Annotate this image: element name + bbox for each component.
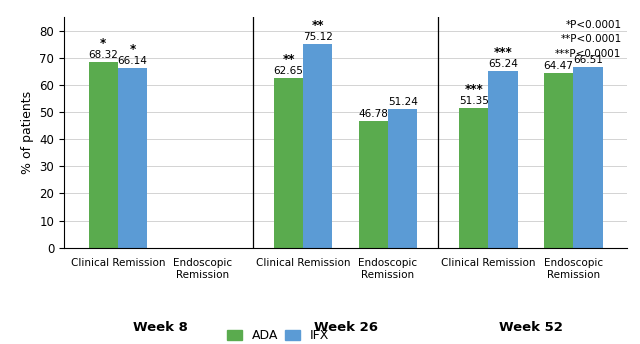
Text: Week 8: Week 8 [133,321,188,334]
Bar [459,108,488,248]
Text: *: * [100,37,106,50]
Text: Week 26: Week 26 [314,321,378,334]
Bar [488,71,518,248]
Bar [89,62,118,248]
Legend: ADA, IFX: ADA, IFX [222,324,334,344]
Text: *: * [129,43,136,56]
Bar [118,68,147,248]
Bar [303,44,333,248]
Text: ***: *** [464,83,483,96]
Text: **: ** [282,53,295,66]
Text: 51.24: 51.24 [388,97,418,107]
Y-axis label: % of patients: % of patients [21,91,34,174]
Bar [358,121,388,248]
Bar [388,109,417,248]
Text: 65.24: 65.24 [488,58,518,68]
Text: 68.32: 68.32 [88,50,118,60]
Text: Week 52: Week 52 [499,321,563,334]
Text: ***: *** [493,45,513,58]
Text: 62.65: 62.65 [273,66,303,76]
Text: 66.14: 66.14 [118,56,148,66]
Text: 75.12: 75.12 [303,32,333,42]
Text: **: ** [312,19,324,32]
Text: *P<0.0001
**P<0.0001
***P<0.0001: *P<0.0001 **P<0.0001 ***P<0.0001 [555,20,621,59]
Text: 66.51: 66.51 [573,55,603,65]
Text: 64.47: 64.47 [543,61,573,71]
Text: 51.35: 51.35 [459,96,488,106]
Text: 46.78: 46.78 [358,109,388,119]
Bar [573,67,602,248]
Bar [274,78,303,248]
Bar [544,73,573,248]
